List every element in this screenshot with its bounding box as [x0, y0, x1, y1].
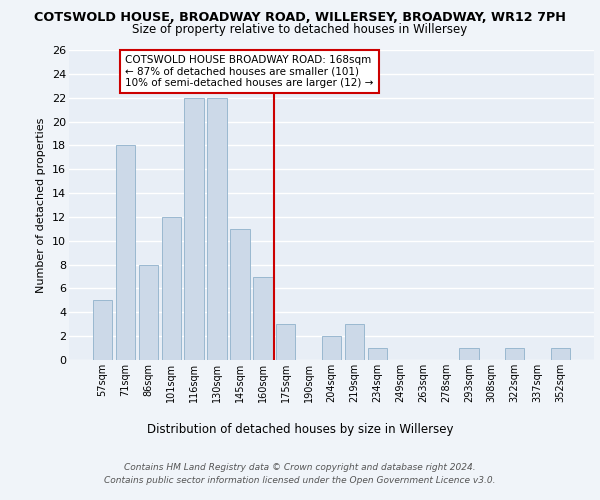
- Text: COTSWOLD HOUSE, BROADWAY ROAD, WILLERSEY, BROADWAY, WR12 7PH: COTSWOLD HOUSE, BROADWAY ROAD, WILLERSEY…: [34, 11, 566, 24]
- Text: COTSWOLD HOUSE BROADWAY ROAD: 168sqm
← 87% of detached houses are smaller (101)
: COTSWOLD HOUSE BROADWAY ROAD: 168sqm ← 8…: [125, 55, 374, 88]
- Bar: [184, 98, 204, 360]
- Bar: [368, 348, 387, 360]
- Bar: [253, 276, 272, 360]
- Text: Contains public sector information licensed under the Open Government Licence v3: Contains public sector information licen…: [104, 476, 496, 485]
- Y-axis label: Number of detached properties: Number of detached properties: [37, 118, 46, 292]
- Bar: [139, 264, 158, 360]
- Bar: [459, 348, 479, 360]
- Bar: [344, 324, 364, 360]
- Bar: [322, 336, 341, 360]
- Bar: [161, 217, 181, 360]
- Text: Contains HM Land Registry data © Crown copyright and database right 2024.: Contains HM Land Registry data © Crown c…: [124, 462, 476, 471]
- Text: Size of property relative to detached houses in Willersey: Size of property relative to detached ho…: [133, 22, 467, 36]
- Bar: [551, 348, 570, 360]
- Text: Distribution of detached houses by size in Willersey: Distribution of detached houses by size …: [147, 422, 453, 436]
- Bar: [208, 98, 227, 360]
- Bar: [276, 324, 295, 360]
- Bar: [93, 300, 112, 360]
- Bar: [116, 146, 135, 360]
- Bar: [230, 229, 250, 360]
- Bar: [505, 348, 524, 360]
